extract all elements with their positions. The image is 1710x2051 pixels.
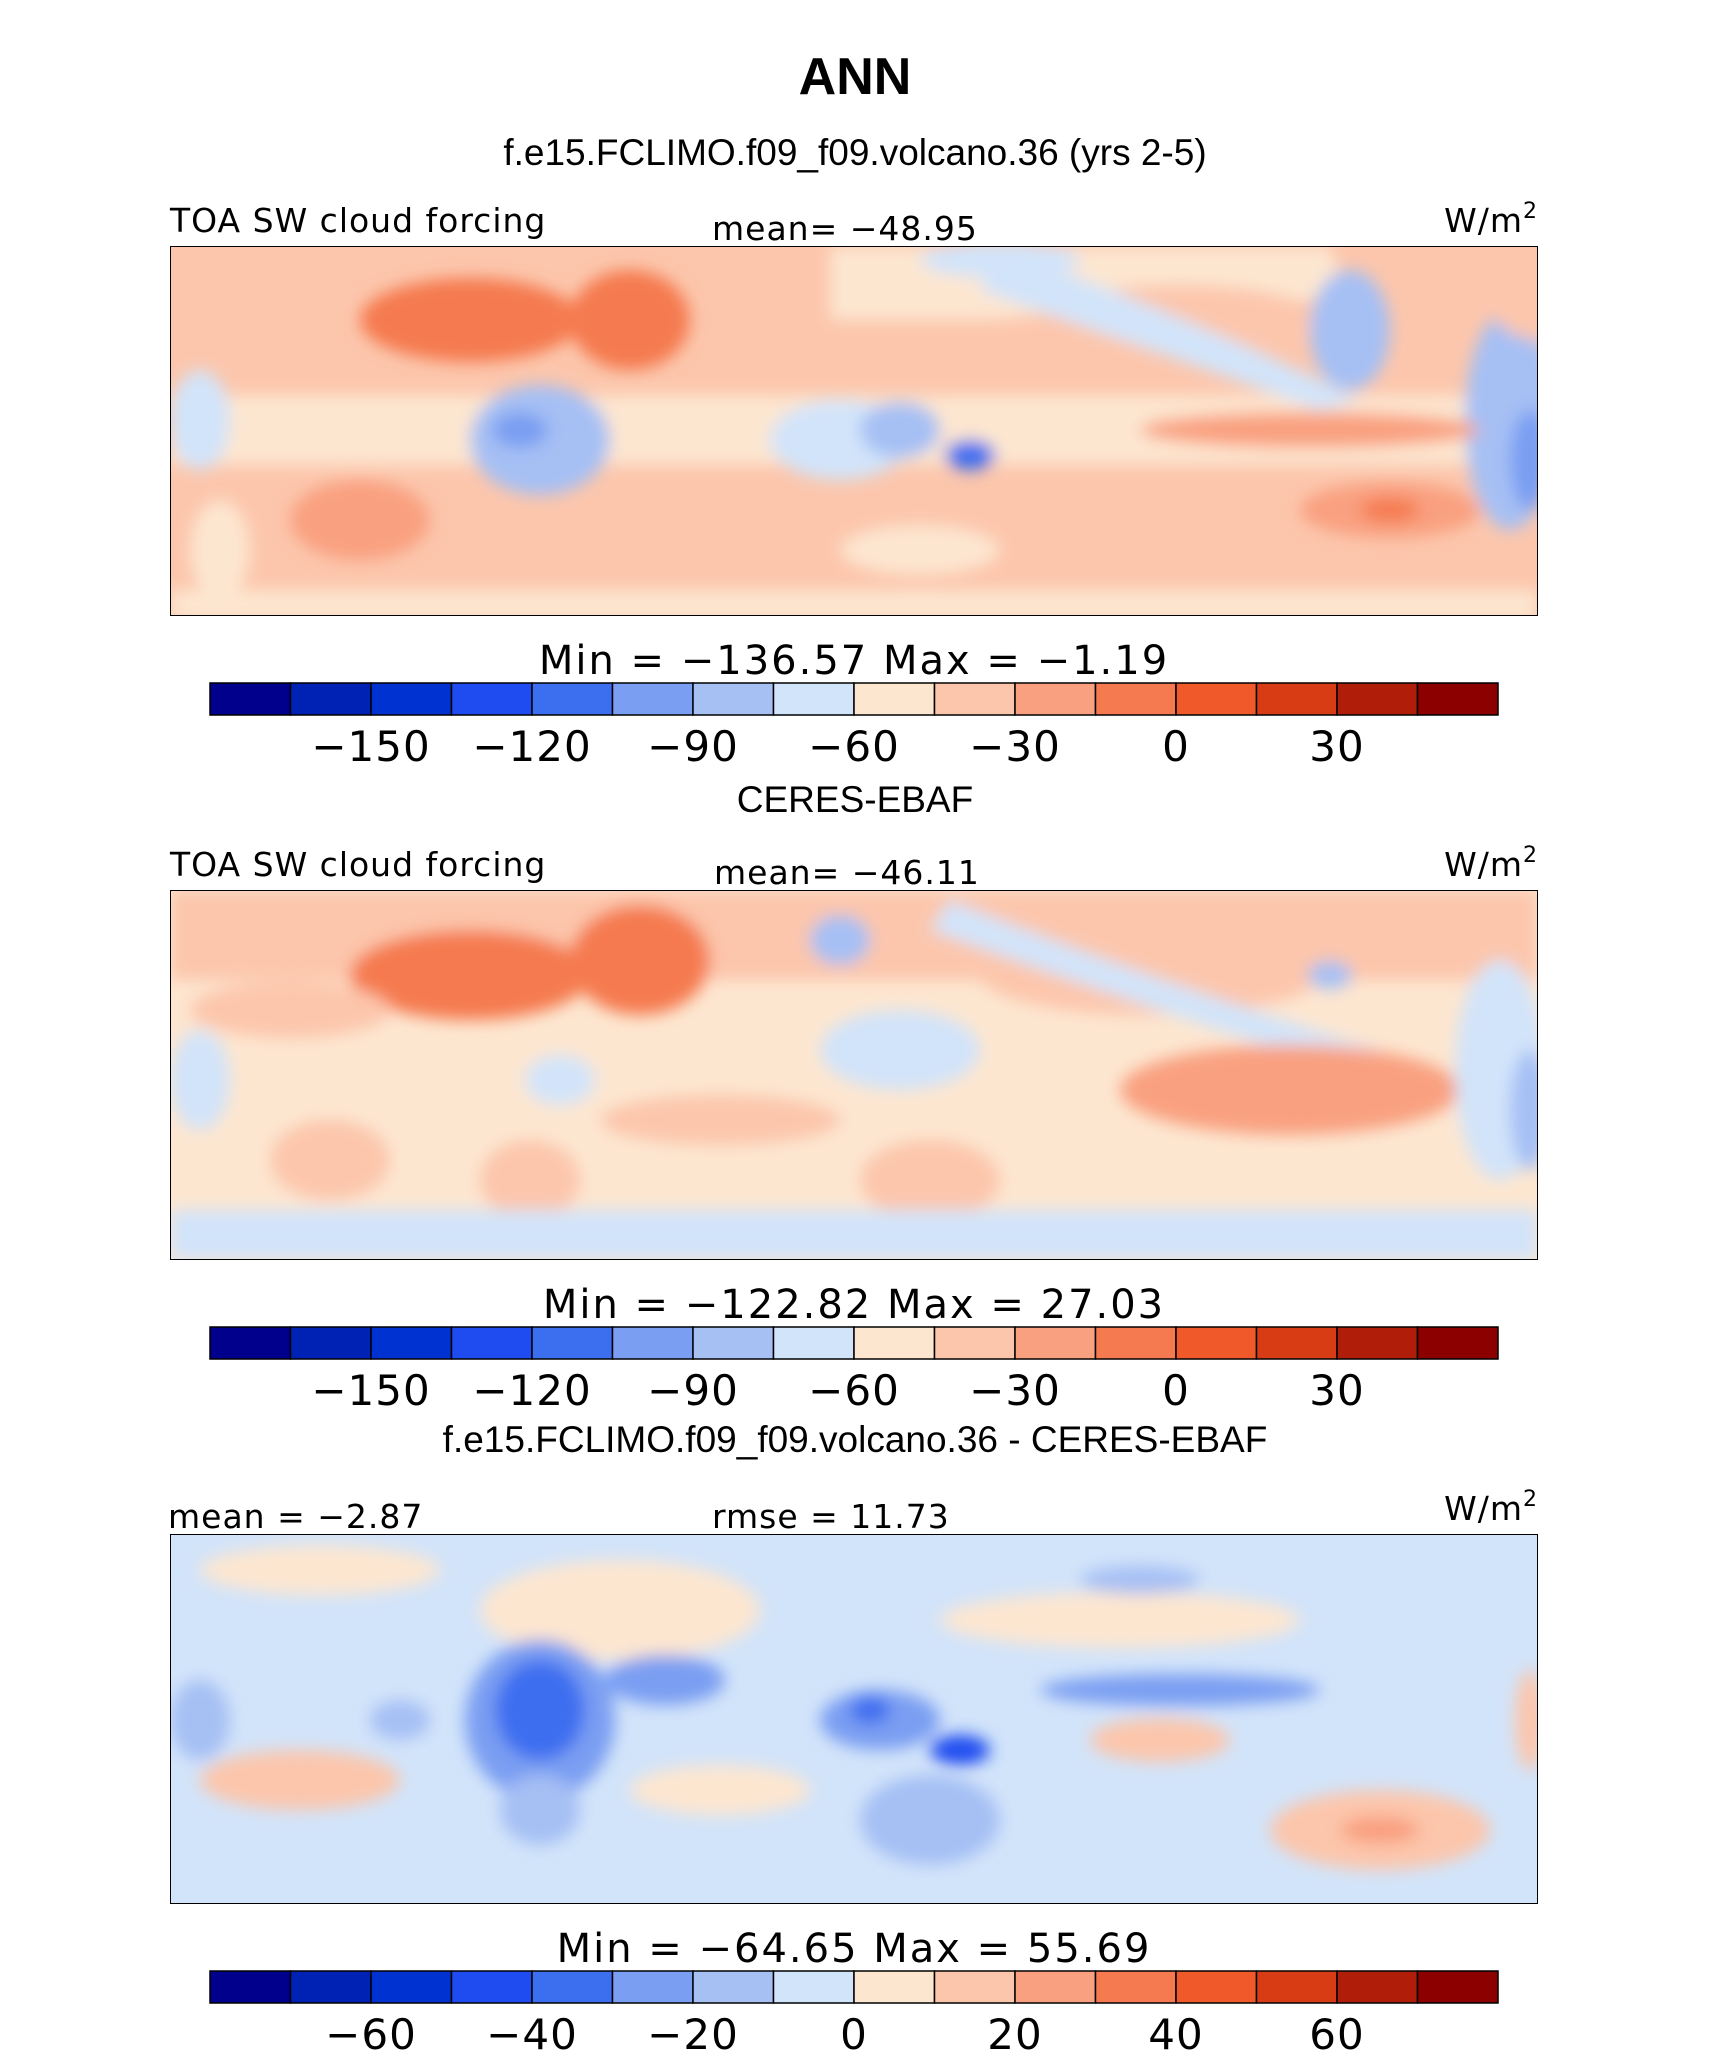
colorbar-box [450,1970,533,2004]
figure-subtitle: f.e15.FCLIMO.f09_f09.volcano.36 (yrs 2-5… [503,132,1206,173]
colorbar-box [933,1970,1016,2004]
colorbar-box [692,1970,775,2004]
colorbar-box [1014,682,1097,716]
colorbar-box [289,682,372,716]
colorbar-box [772,682,855,716]
colorbar-box [1336,1326,1419,1360]
colorbar-tick-label: −90 [647,722,739,771]
panel-1-minmax: Min = −136.57 Max = −1.19 [539,638,1169,684]
colorbar-box [1416,682,1499,716]
panel-2-colorbar: −150 −120 −90 −60 −30 0 30 [209,1326,1499,1415]
colorbar-box [370,682,453,716]
colorbar-box [853,1970,936,2004]
panel-3: f.e15.FCLIMO.f09_f09.volcano.36 - CERES-… [168,1419,1538,2051]
colorbar-tick-label: −40 [486,2010,578,2051]
panel-2-map [170,890,1538,1260]
colorbar-box [611,1970,694,2004]
colorbar-box [1014,1326,1097,1360]
colorbar-box [1175,1970,1258,2004]
colorbar-box [611,682,694,716]
panel-3-units: W/m2 [1444,1487,1538,1528]
colorbar-tick-label: −30 [969,722,1061,771]
colorbar-box [370,1326,453,1360]
colorbar-box [1255,1326,1338,1360]
colorbar-tick-label: 30 [1309,1366,1364,1415]
colorbar-box [853,682,936,716]
colorbar-box [772,1970,855,2004]
colorbar-box [1416,1326,1499,1360]
panel-1-map [170,246,1538,616]
colorbar-box [289,1970,372,2004]
panel-3-caption: f.e15.FCLIMO.f09_f09.volcano.36 - CERES-… [443,1419,1268,1460]
colorbar-tick-label: 60 [1309,2010,1364,2051]
panel-2-minmax: Min = −122.82 Max = 27.03 [543,1282,1165,1328]
colorbar-box [1255,1970,1338,2004]
colorbar-tick-label: −120 [472,1366,591,1415]
colorbar-box [1255,682,1338,716]
figure-title: ANN [799,48,912,106]
colorbar-box [209,682,292,716]
colorbar-box [1175,1326,1258,1360]
panel-1-colorbar: −150 −120 −90 −60 −30 0 30 [209,682,1499,771]
colorbar-tick-label: 40 [1148,2010,1203,2051]
colorbar-tick-label: −120 [472,722,591,771]
panel-1: TOA SW cloud forcing mean= −48.95 W/m2 [169,199,1538,771]
colorbar-tick-label: −20 [647,2010,739,2051]
panel-1-left-label: TOA SW cloud forcing [169,201,546,240]
colorbar-tick-label: 30 [1309,722,1364,771]
colorbar-box [531,1326,614,1360]
colorbar-box [692,682,775,716]
colorbar-box [289,1326,372,1360]
colorbar-box [450,682,533,716]
panel-1-center-label: mean= −48.95 [712,209,978,248]
colorbar-box [853,1326,936,1360]
panel-2: CERES-EBAF TOA SW cloud forcing mean= −4… [169,779,1538,1415]
colorbar-tick-label: −60 [808,722,900,771]
colorbar-tick-label: 0 [1162,722,1190,771]
panel-2-left-label: TOA SW cloud forcing [169,845,546,884]
colorbar-box [209,1326,292,1360]
panel-3-map [170,1534,1538,1904]
colorbar-box [611,1326,694,1360]
colorbar-box [531,682,614,716]
panel-3-left-label: mean = −2.87 [168,1497,423,1536]
panel-2-center-label: mean= −46.11 [714,853,980,892]
colorbar-box [1336,1970,1419,2004]
colorbar-box [209,1970,292,2004]
panel-2-units: W/m2 [1444,843,1538,884]
colorbar-box [933,682,1016,716]
colorbar-tick-label: −150 [311,1366,430,1415]
colorbar-box [370,1970,453,2004]
colorbar-box [933,1326,1016,1360]
colorbar-tick-label: 20 [987,2010,1042,2051]
colorbar-tick-label: −60 [808,1366,900,1415]
colorbar-tick-label: −30 [969,1366,1061,1415]
panel-3-center-label: rmse = 11.73 [712,1497,950,1536]
colorbar-box [1336,682,1419,716]
colorbar-tick-label: −90 [647,1366,739,1415]
colorbar-box [1094,1326,1177,1360]
colorbar-box [692,1326,775,1360]
colorbar-tick-label: 0 [840,2010,868,2051]
colorbar-box [772,1326,855,1360]
colorbar-tick-label: −60 [325,2010,417,2051]
panel-2-caption: CERES-EBAF [737,779,973,820]
panel-1-units: W/m2 [1444,199,1538,240]
colorbar-box [1175,682,1258,716]
panel-3-minmax: Min = −64.65 Max = 55.69 [557,1926,1152,1972]
colorbar-tick-label: −150 [311,722,430,771]
colorbar-box [1094,682,1177,716]
colorbar-box [1416,1970,1499,2004]
colorbar-tick-label: 0 [1162,1366,1190,1415]
panel-3-colorbar: −60 −40 −20 0 20 40 60 [209,1970,1499,2051]
colorbar-box [1094,1970,1177,2004]
colorbar-box [531,1970,614,2004]
colorbar-box [450,1326,533,1360]
colorbar-box [1014,1970,1097,2004]
